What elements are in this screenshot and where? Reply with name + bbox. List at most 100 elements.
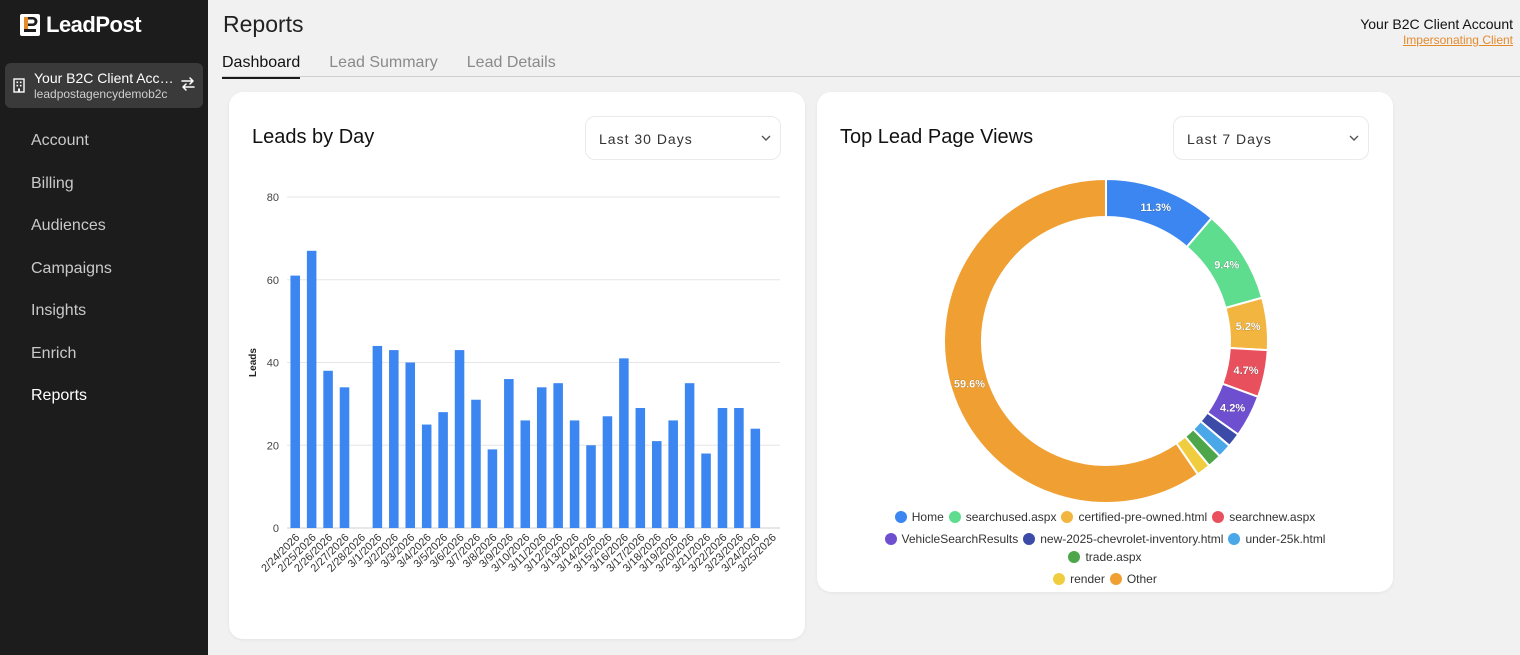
leads-by-day-title: Leads by Day [252,126,375,148]
sidebar-item-enrich[interactable]: Enrich [31,344,77,362]
legend-item[interactable]: under-25k.html [1228,532,1325,546]
bar[interactable] [651,441,662,528]
bar[interactable] [389,350,399,528]
y-tick-label: 60 [267,275,279,287]
legend-swatch [1212,511,1225,523]
bar[interactable] [569,420,580,528]
page-views-range-value: Last 7 Days [1187,131,1272,147]
y-tick-label: 80 [267,192,279,204]
sidebar-item-campaigns[interactable]: Campaigns [31,259,112,277]
sidebar-item-insights[interactable]: Insights [31,302,87,319]
y-tick-label: 20 [267,440,279,452]
bar[interactable] [339,387,350,528]
legend-label: Other [1126,572,1157,586]
leads-by-day-card: Leads by Day Last 30 Days 0 20 40 60 80 Leads… [229,92,805,639]
sidebar-item-audiences[interactable]: Audiences [31,217,106,234]
legend-item[interactable]: Home [894,510,944,524]
bar[interactable] [668,420,678,528]
bar[interactable] [536,387,547,528]
bar[interactable] [487,449,498,528]
bar[interactable] [290,275,300,528]
y-tick-label: 40 [267,358,279,370]
leads-bar-chart: 020406080Leads2/24/20262/25/20262/26/202… [248,192,780,575]
slice-percent-label: 11.3% [1140,202,1171,214]
report-tabs: Dashboard Lead Summary Lead Details [222,54,585,79]
chevron-down-icon [761,135,771,141]
legend-swatch [1023,533,1036,545]
account-subtitle: leadpostagencydemob2c [34,87,168,101]
legend-item[interactable]: trade.aspx [1068,550,1142,564]
logo[interactable]: LeadPost [19,12,142,38]
bar[interactable] [586,445,596,528]
bar[interactable] [553,383,563,528]
leadpost-logo-icon [20,14,40,36]
donut-legend: Home searchused.aspx certified-pre-owned.h… [847,510,1363,586]
legend-item[interactable]: certified-pre-owned.html [1061,510,1207,524]
legend-label: certified-pre-owned.html [1078,510,1208,524]
slice-percent-label: 4.2% [1220,403,1245,415]
building-icon [13,78,25,93]
bar[interactable] [717,408,728,528]
leads-range-value: Last 30 Days [599,131,693,147]
tab-divider [222,76,1520,77]
legend-swatch [1061,511,1074,523]
y-axis-label: Leads [248,348,259,377]
tab-dashboard[interactable]: Dashboard [222,54,301,79]
bar[interactable] [684,383,695,528]
impersonating-client-link[interactable]: Impersonating Client [1402,33,1513,47]
top-lead-page-views-card: Top Lead Page Views Last 7 Days 11.3% 9.4… [817,92,1393,592]
account-name: Your B2C Client Account [34,70,174,86]
bar[interactable] [454,350,465,528]
legend-label: trade.aspx [1085,550,1142,564]
legend-swatch [1053,573,1066,585]
tab-lead-summary[interactable]: Lead Summary [329,54,438,71]
bar[interactable] [734,408,744,528]
legend-item[interactable]: VehicleSearchResults [884,532,1019,546]
legend-swatch [894,511,907,523]
legend-label: render [1070,572,1105,586]
tab-lead-details[interactable]: Lead Details [466,54,556,71]
legend-item[interactable]: new-2025-chevrolet-inventory.html [1023,532,1223,546]
bar[interactable] [701,453,711,528]
bar[interactable] [323,370,333,528]
bar[interactable] [421,424,432,528]
swap-icon[interactable] [180,76,196,92]
bar[interactable] [635,408,646,528]
slice-percent-label: 59.6% [954,378,985,390]
page-views-title: Top Lead Page Views [840,126,1034,148]
bar[interactable] [520,420,531,528]
legend-label: new-2025-chevrolet-inventory.html [1040,532,1224,546]
donut-slice[interactable] [943,177,1200,504]
slice-percent-label: 9.4% [1214,259,1239,271]
slice-percent-label: 4.7% [1233,365,1258,377]
legend-swatch [1109,573,1122,585]
chevron-down-icon [1349,135,1359,141]
page-views-donut-chart: 11.3% 9.4% 5.2% 4.7% 4.2% 59.6% [943,177,1269,504]
brand-name: LeadPost [46,12,142,37]
sidebar-item-billing[interactable]: Billing [31,174,74,192]
bar[interactable] [438,412,448,528]
legend-item[interactable]: searchnew.aspx [1212,510,1315,524]
sidebar-item-account[interactable]: Account [31,132,89,149]
slice-percent-label: 5.2% [1236,321,1261,333]
sidebar-nav: Account Billing Audiences Campaigns Insi… [0,119,208,417]
legend-item[interactable]: searchused.aspx [948,510,1057,524]
bar[interactable] [372,345,383,528]
bar[interactable] [405,362,416,529]
sidebar: LeadPost Your B2C Client Account leadpos… [0,0,208,655]
legend-label: VehicleSearchResults [901,532,1019,546]
bar[interactable] [619,358,629,528]
legend-item[interactable]: Other [1109,572,1157,586]
bar[interactable] [750,428,761,528]
page-views-range-select[interactable]: Last 7 Days [1173,116,1369,160]
account-switcher[interactable]: Your B2C Client Account leadpostagencyde… [5,63,203,108]
leads-range-select[interactable]: Last 30 Days [585,116,781,160]
bar[interactable] [504,379,514,528]
bar[interactable] [471,399,481,528]
page-title: Reports [223,11,304,37]
legend-label: searchused.aspx [965,510,1057,524]
sidebar-item-reports[interactable]: Reports [31,387,88,404]
legend-item[interactable]: render [1053,572,1105,586]
bar[interactable] [602,416,613,528]
bar[interactable] [306,250,317,528]
